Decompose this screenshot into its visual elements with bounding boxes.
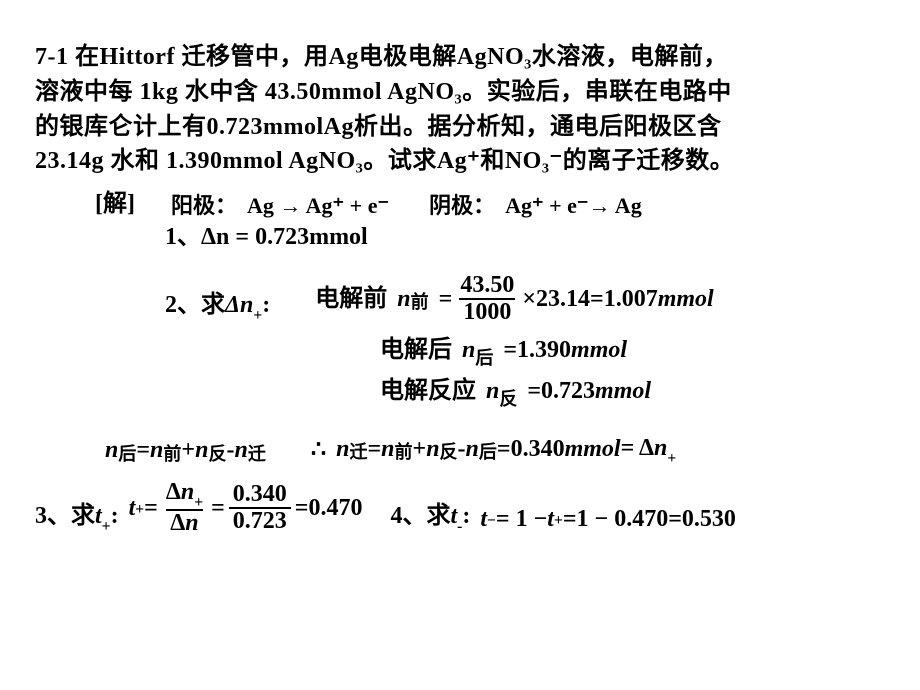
electrode-equations: 阳极： Ag → Ag⁺ + e⁻ 阴极： Ag⁺ + e⁻→ Ag (171, 190, 642, 222)
balance-row: n后 = n前 + n反 - n迁 ∴ n迁 = n前 + n反 - n后 = … (105, 431, 885, 468)
anode-label: 阳极： (171, 190, 237, 222)
step-3-4: 3、求t+: t+ = Δn+ Δn = 0.340 0.723 = 0.470… (35, 480, 885, 536)
step2-react: 电解反应 n反 = 0.723 mmol (380, 374, 885, 409)
step2-before: 电解前 n前 = 43.50 1000 × 23.14 = 1.007 mmol (315, 273, 713, 325)
problem-line-2: 溶液中每 1kg 水中含 43.50mmol AgNO₃。实验后，串联在电路中 (35, 75, 885, 110)
step1-label: 1、 (165, 220, 201, 255)
problem-line-4: 23.14g 水和 1.390mmol AgNO₃。试求Ag⁺和NO₃⁻的离子迁… (35, 144, 885, 179)
solution-label: [解] (95, 187, 135, 222)
step-1: 1、 Δn = 0.723mmol (165, 220, 885, 255)
cathode-eq: Ag⁺ + e⁻→ Ag (505, 190, 642, 222)
step4-label: 4、求t-: (390, 499, 470, 536)
therefore: ∴ (311, 433, 326, 468)
frac-4350-1000: 43.50 1000 (456, 273, 518, 325)
problem-line-3: 的银库仑计上有0.723mmolAg析出。据分析知，通电后阳极区含 (35, 110, 885, 145)
anode-eq: Ag → Ag⁺ + e⁻ (247, 190, 389, 222)
before-label: 电解前 (315, 282, 387, 317)
balance-right: n迁 = n前 + n反 - n后 = 0.340mmol = Δn+ (336, 431, 676, 468)
cathode-label: 阴极： (429, 190, 495, 222)
step4-eq: t− = 1 − t+ = 1 − 0.470 = 0.530 (480, 502, 736, 537)
step3-label: 3、求t+: (35, 499, 119, 536)
step2-label: 2、求Δn+: (165, 288, 270, 325)
step-2: 2、求Δn+: 电解前 n前 = 43.50 1000 × 23.14 = 1.… (165, 273, 885, 325)
problem-statement: 7-1 在Hittorf 迁移管中，用Ag电极电解AgNO₃水溶液，电解前， 溶… (35, 40, 885, 179)
step3-eq: t+ = Δn+ Δn = 0.340 0.723 = 0.470 (129, 480, 363, 536)
problem-line-1: 7-1 在Hittorf 迁移管中，用Ag电极电解AgNO₃水溶液，电解前， (35, 40, 885, 75)
react-label: 电解反应 (380, 374, 476, 409)
step2-after: 电解后 n后 = 1.390 mmol (380, 333, 885, 368)
after-label: 电解后 (380, 333, 452, 368)
balance-left: n后 = n前 + n反 - n迁 (105, 433, 266, 468)
step1-eq: Δn = 0.723mmol (201, 220, 368, 255)
